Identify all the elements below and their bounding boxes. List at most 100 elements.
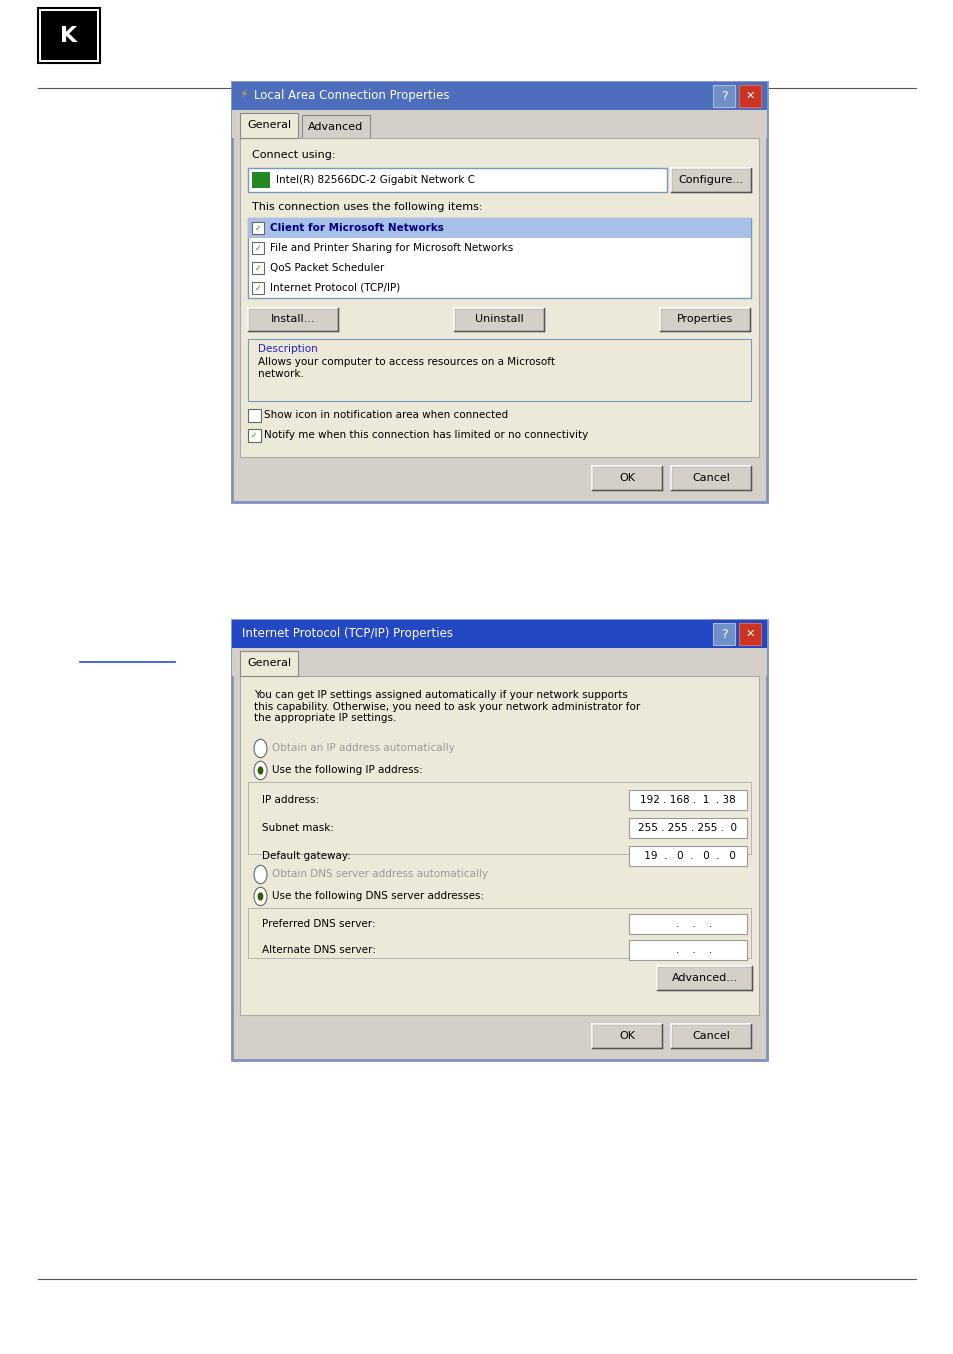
Bar: [454, 307, 543, 330]
Text: Alternate DNS server:: Alternate DNS server:: [262, 945, 375, 955]
Text: Description: Description: [257, 344, 317, 353]
Text: Client for Microsoft Networks: Client for Microsoft Networks: [270, 223, 443, 233]
Bar: [628, 846, 746, 867]
Bar: [232, 620, 766, 649]
Bar: [670, 168, 750, 192]
Circle shape: [253, 739, 267, 758]
Text: Obtain DNS server address automatically: Obtain DNS server address automatically: [272, 869, 488, 879]
Bar: [712, 85, 734, 107]
Bar: [232, 110, 766, 138]
Text: Internet Protocol (TCP/IP): Internet Protocol (TCP/IP): [270, 283, 400, 292]
Text: Show icon in notification area when connected: Show icon in notification area when conn…: [264, 410, 508, 420]
Bar: [248, 307, 337, 330]
Text: 192 . 168 .  1  . 38: 192 . 168 . 1 . 38: [639, 795, 735, 806]
Bar: [252, 263, 264, 274]
Bar: [739, 85, 760, 107]
Bar: [659, 307, 749, 330]
Bar: [232, 620, 766, 1060]
Text: Notify me when this connection has limited or no connectivity: Notify me when this connection has limit…: [264, 431, 588, 440]
Text: Use the following DNS server addresses:: Use the following DNS server addresses:: [272, 891, 483, 900]
Text: 19  .   0  .   0  .   0: 19 . 0 . 0 . 0: [639, 852, 735, 861]
Bar: [232, 83, 766, 502]
Text: .    .    .: . . .: [662, 919, 712, 929]
Bar: [248, 909, 750, 959]
Text: ?: ?: [720, 89, 726, 103]
Bar: [712, 623, 734, 645]
Bar: [232, 649, 766, 676]
Bar: [252, 242, 264, 255]
Bar: [628, 789, 746, 810]
Circle shape: [257, 892, 263, 900]
Bar: [670, 1024, 750, 1048]
Circle shape: [253, 865, 267, 884]
Bar: [240, 138, 759, 458]
Text: ✓: ✓: [254, 244, 261, 252]
Bar: [628, 914, 746, 934]
Bar: [248, 783, 750, 854]
Text: ✓: ✓: [251, 431, 257, 440]
Text: Default gateway:: Default gateway:: [262, 852, 351, 861]
Text: ✓: ✓: [254, 223, 261, 233]
Bar: [240, 651, 297, 676]
Text: OK: OK: [618, 1030, 635, 1041]
Text: Connect using:: Connect using:: [252, 150, 335, 160]
Text: ✕: ✕: [744, 630, 754, 639]
Bar: [670, 466, 750, 490]
Text: ✓: ✓: [254, 283, 261, 292]
Bar: [739, 623, 760, 645]
Circle shape: [253, 761, 267, 780]
Text: Allows your computer to access resources on a Microsoft
network.: Allows your computer to access resources…: [257, 357, 555, 379]
Text: General: General: [247, 658, 291, 668]
Text: ⚡: ⚡: [240, 89, 247, 99]
Bar: [248, 168, 666, 192]
Circle shape: [257, 766, 263, 774]
Bar: [252, 282, 264, 294]
Text: Internet Protocol (TCP/IP) Properties: Internet Protocol (TCP/IP) Properties: [242, 627, 453, 640]
Text: Advanced...: Advanced...: [671, 974, 737, 983]
Text: 255 . 255 . 255 .  0: 255 . 255 . 255 . 0: [638, 823, 737, 833]
Bar: [240, 676, 759, 1016]
Bar: [41, 11, 97, 60]
Bar: [592, 466, 661, 490]
Text: QoS Packet Scheduler: QoS Packet Scheduler: [270, 263, 384, 274]
Text: .    .    .: . . .: [662, 945, 712, 955]
Bar: [248, 218, 750, 238]
Text: ✓: ✓: [254, 264, 261, 272]
Text: Configure...: Configure...: [678, 175, 742, 185]
Bar: [248, 218, 750, 298]
Text: ?: ?: [720, 627, 726, 640]
Text: Install...: Install...: [271, 314, 314, 325]
Text: Use the following IP address:: Use the following IP address:: [272, 765, 422, 774]
Text: Preferred DNS server:: Preferred DNS server:: [262, 919, 375, 929]
Bar: [248, 429, 261, 441]
Bar: [628, 818, 746, 838]
Text: Subnet mask:: Subnet mask:: [262, 823, 334, 833]
Text: Advanced: Advanced: [308, 122, 363, 131]
Text: K: K: [60, 26, 77, 46]
Text: Cancel: Cancel: [691, 1030, 729, 1041]
Text: OK: OK: [618, 473, 635, 483]
Bar: [657, 965, 751, 990]
Text: Intel(R) 82566DC-2 Gigabit Network C: Intel(R) 82566DC-2 Gigabit Network C: [275, 175, 475, 185]
Bar: [240, 112, 297, 138]
Bar: [232, 83, 766, 110]
Text: File and Printer Sharing for Microsoft Networks: File and Printer Sharing for Microsoft N…: [270, 242, 513, 253]
Bar: [248, 338, 750, 401]
Circle shape: [253, 887, 267, 906]
Text: Local Area Connection Properties: Local Area Connection Properties: [253, 89, 449, 102]
Bar: [248, 409, 261, 422]
Text: Obtain an IP address automatically: Obtain an IP address automatically: [272, 743, 455, 753]
Bar: [38, 8, 100, 64]
Bar: [302, 115, 370, 138]
Text: Cancel: Cancel: [691, 473, 729, 483]
Text: This connection uses the following items:: This connection uses the following items…: [252, 202, 482, 213]
Text: ✕: ✕: [744, 91, 754, 102]
Text: You can get IP settings assigned automatically if your network supports
this cap: You can get IP settings assigned automat…: [253, 691, 639, 723]
Text: IP address:: IP address:: [262, 795, 319, 806]
Bar: [592, 1024, 661, 1048]
Text: Uninstall: Uninstall: [475, 314, 523, 325]
Text: General: General: [247, 121, 291, 130]
Bar: [628, 940, 746, 960]
Bar: [252, 222, 264, 234]
Bar: [252, 172, 270, 188]
